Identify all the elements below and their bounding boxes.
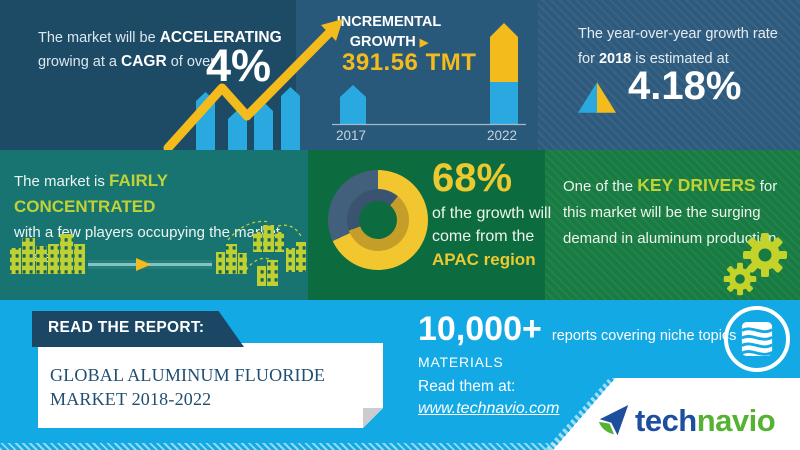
concentration-statement: The market is FAIRLY CONCENTRATED with a… (14, 168, 304, 270)
conc-line1-pre: The market is (14, 173, 110, 190)
yoy-value: 4.18% (628, 64, 742, 108)
read-report-banner: READ THE REPORT: (32, 311, 244, 347)
report-title: GLOBAL ALUMINUM FLUORIDE MARKET 2018-202… (50, 365, 326, 409)
cagr-line1: The market will be (38, 30, 160, 46)
yoy-statement: The year-over-year growth rate for 2018 … (578, 22, 778, 72)
conc-line3: share (14, 249, 52, 266)
reports-count-row: 10,000+ reports covering niche topics (418, 310, 736, 349)
reports-stack-icon (724, 306, 790, 372)
drivers-line3: demand in aluminum production (563, 230, 777, 247)
donut-inner-ring (347, 189, 409, 251)
yoy-line2-pre: for (578, 51, 599, 67)
technavio-logo-mark-icon (598, 405, 629, 436)
apac-share-value: 68% (432, 156, 513, 200)
apac-line2: come from the (432, 228, 535, 245)
donut-hole (359, 201, 397, 239)
panel-key-drivers (545, 150, 800, 300)
brand-navio: navio (696, 403, 776, 438)
axis-label-2022: 2022 (487, 128, 518, 143)
conc-line1-bold: FAIRLY CONCENTRATED (14, 171, 168, 216)
cagr-line2-pre: growing at a (38, 54, 122, 70)
apac-statement: of the growth will come from the APAC re… (432, 202, 551, 271)
apac-line1: of the growth will (432, 205, 552, 222)
incremental-title-line2: GROWTH (349, 34, 416, 50)
incremental-growth-value: 391.56 TMT (342, 49, 477, 76)
yoy-line1: The year-over-year growth rate (578, 26, 778, 42)
read-report-label: READ THE REPORT: (48, 319, 205, 336)
incremental-growth-title: INCREMENTAL GROWTH ▶ (330, 12, 448, 53)
technavio-logo: technavio (598, 403, 776, 438)
drivers-line2: this market will be the surging (563, 204, 761, 221)
drivers-line1-bold: KEY DRIVERS (637, 175, 756, 195)
yoy-line2-bold: 2018 (598, 51, 632, 67)
read-them-at-label: Read them at: (418, 378, 516, 395)
report-title-card: GLOBAL ALUMINUM FLUORIDE MARKET 2018-202… (38, 343, 383, 428)
axis-label-2017: 2017 (336, 128, 367, 143)
incremental-title-line1: INCREMENTAL (336, 14, 442, 30)
panel-yoy-growth (538, 0, 800, 150)
cagr-line2-bold: CAGR (121, 53, 167, 70)
brand-tech: tech (635, 403, 697, 438)
yoy-line2-post: is estimated at (631, 51, 729, 67)
split-triangle-icon (578, 82, 616, 113)
pointer-triangle-icon: ▶ (419, 37, 429, 49)
donut-chart (328, 170, 428, 270)
bottom-hatch-strip (0, 443, 800, 450)
reports-count-desc: reports covering niche topics (551, 328, 737, 344)
cagr-value: 4% (206, 40, 272, 91)
coins-icon (741, 322, 773, 356)
drivers-line1-post: for (755, 178, 778, 195)
apac-region-highlight: APAC region (432, 250, 536, 269)
technavio-url-link[interactable]: www.technavio.com (418, 400, 560, 417)
key-drivers-statement: One of the KEY DRIVERS for this market w… (563, 172, 793, 252)
technavio-wordmark: technavio (635, 403, 776, 438)
drivers-line1-pre: One of the (563, 178, 638, 195)
reports-count: 10,000+ (418, 310, 542, 348)
category-label: MATERIALS (418, 354, 504, 370)
conc-line2: with a few players occupying the market (14, 224, 280, 241)
